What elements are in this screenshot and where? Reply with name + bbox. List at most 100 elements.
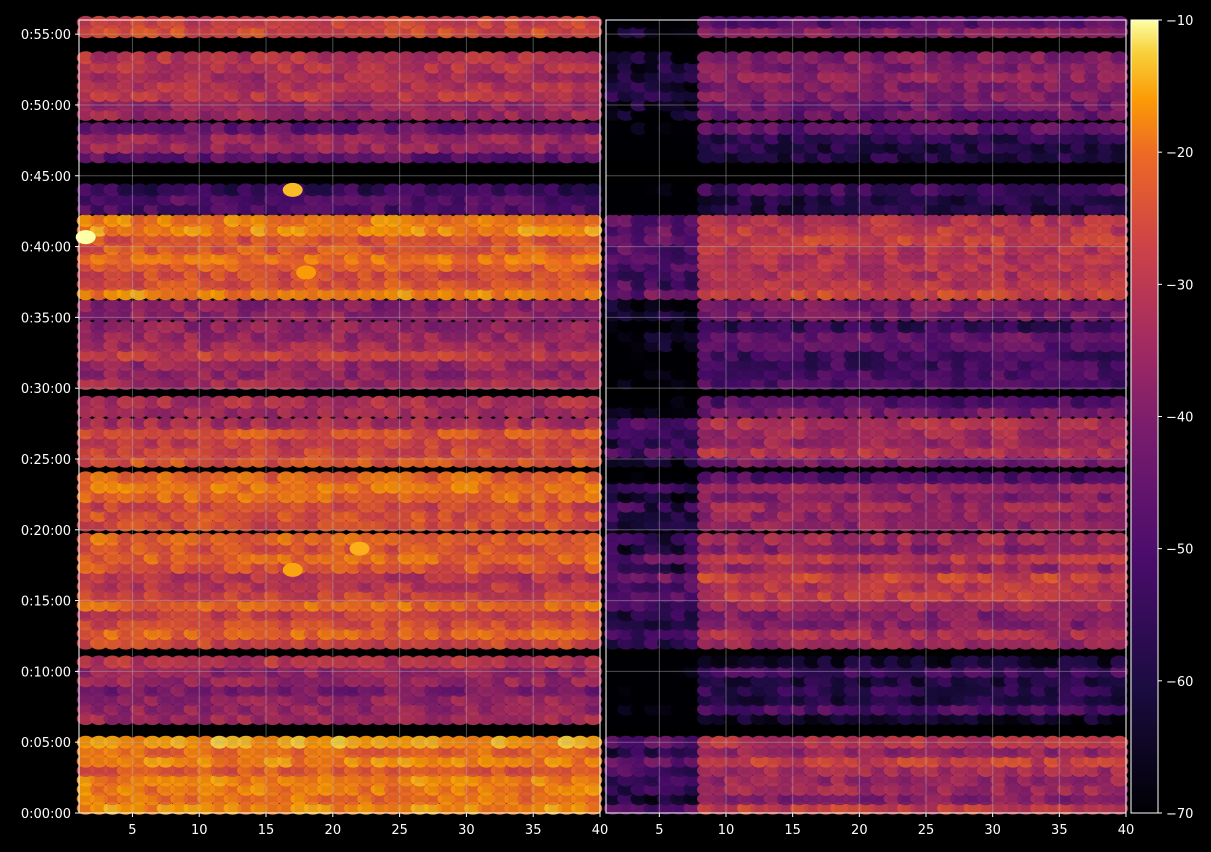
- heatmap-cell: [1097, 754, 1115, 768]
- heatmap-cell: [843, 792, 862, 806]
- heatmap-cell: [237, 745, 255, 759]
- heatmap-cell: [544, 329, 563, 343]
- heatmap-cell: [477, 329, 496, 343]
- heatmap-cell: [530, 395, 549, 409]
- heatmap-cell: [277, 735, 296, 749]
- heatmap-cell: [557, 299, 576, 313]
- heatmap-cell: [397, 542, 416, 556]
- heatmap-cell: [657, 608, 675, 622]
- heatmap-cell: [210, 490, 229, 504]
- heatmap-cell: [210, 782, 229, 796]
- heatmap-cell: [370, 542, 389, 556]
- heatmap-cell: [103, 655, 122, 669]
- heatmap-cell: [584, 308, 603, 322]
- heatmap-cell: [383, 542, 402, 556]
- heatmap-cell: [410, 339, 429, 353]
- heatmap-cell: [170, 122, 189, 136]
- heatmap-cell: [544, 436, 563, 449]
- heatmap-cell: [237, 417, 255, 431]
- heatmap-cell: [424, 490, 442, 504]
- heatmap-cell: [630, 801, 649, 815]
- heatmap-cell: [670, 499, 689, 513]
- heatmap-cell: [450, 51, 469, 65]
- heatmap-cell: [277, 60, 296, 74]
- heatmap-cell: [490, 674, 509, 688]
- heatmap-cell: [210, 329, 229, 343]
- heatmap-cell: [290, 532, 309, 546]
- heatmap-cell: [263, 192, 282, 206]
- heatmap-cell: [397, 299, 416, 313]
- heatmap-cell: [223, 693, 242, 707]
- heatmap-cell: [143, 655, 162, 669]
- heatmap-cell: [223, 480, 242, 494]
- heatmap-cell: [817, 570, 835, 584]
- heatmap-cell: [76, 131, 95, 145]
- heatmap-cell: [803, 608, 822, 622]
- heatmap-cell: [950, 664, 969, 678]
- heatmap-cell: [697, 664, 715, 678]
- heatmap-cell: [90, 445, 108, 459]
- heatmap-cell: [584, 107, 603, 121]
- heatmap-cell: [464, 655, 483, 669]
- heatmap-cell: [237, 395, 255, 409]
- heatmap-cell: [490, 299, 509, 313]
- heatmap-cell: [317, 15, 336, 29]
- heatmap-cell: [330, 608, 349, 622]
- heatmap-cell: [950, 598, 969, 612]
- heatmap-cell: [437, 60, 456, 74]
- heatmap-cell: [143, 131, 162, 145]
- heatmap-cell: [183, 268, 202, 282]
- heatmap-cell: [584, 405, 603, 419]
- heatmap-cell: [196, 735, 215, 749]
- heatmap-cell: [977, 608, 995, 622]
- heatmap-cell: [584, 773, 603, 787]
- heatmap-cell: [343, 358, 362, 372]
- heatmap-cell: [210, 183, 229, 197]
- heatmap-cell: [410, 801, 429, 815]
- heatmap-cell: [870, 617, 889, 631]
- heatmap-cell: [490, 617, 509, 631]
- heatmap-cell: [450, 214, 469, 228]
- heatmap-cell: [571, 655, 589, 669]
- heatmap-cell: [937, 499, 955, 513]
- heatmap-cell: [544, 308, 563, 322]
- heatmap-cell: [923, 499, 942, 513]
- heatmap-cell: [817, 674, 835, 688]
- heatmap-cell: [477, 683, 496, 697]
- heatmap-cell: [557, 754, 576, 768]
- heatmap-cell: [116, 655, 135, 669]
- heatmap-cell: [1110, 773, 1129, 787]
- heatmap-cell: [990, 683, 1009, 697]
- heatmap-cell: [143, 561, 162, 574]
- heatmap-cell: [143, 712, 162, 726]
- heatmap-cell: [584, 792, 603, 806]
- heatmap-cell: [544, 674, 563, 688]
- heatmap-cell: [490, 509, 509, 523]
- heatmap-cell: [196, 268, 215, 282]
- heatmap-cell: [397, 702, 416, 716]
- heatmap-cell: [990, 735, 1009, 749]
- heatmap-cell: [571, 636, 589, 650]
- heatmap-cell: [1070, 674, 1089, 688]
- heatmap-cell: [183, 122, 202, 136]
- heatmap-cell: [1097, 608, 1115, 622]
- heatmap-cell: [116, 693, 135, 707]
- heatmap-cell: [803, 754, 822, 768]
- heatmap-cell: [630, 655, 649, 669]
- heatmap-cell: [290, 490, 309, 504]
- heatmap-cell: [504, 329, 523, 343]
- heatmap-cell: [643, 608, 662, 622]
- heatmap-cell: [977, 674, 995, 688]
- heatmap-cell: [263, 320, 282, 334]
- heatmap-cell: [343, 251, 362, 265]
- heatmap-cell: [670, 735, 689, 749]
- heatmap-cell: [103, 636, 122, 650]
- heatmap-cell: [617, 712, 635, 726]
- heatmap-cell: [223, 251, 242, 265]
- heatmap-cell: [557, 792, 576, 806]
- heatmap-cell: [723, 655, 742, 669]
- heatmap-cell: [1057, 664, 1075, 678]
- heatmap-cell: [156, 627, 175, 641]
- heatmap-cell: [923, 627, 942, 641]
- heatmap-cell: [490, 242, 509, 256]
